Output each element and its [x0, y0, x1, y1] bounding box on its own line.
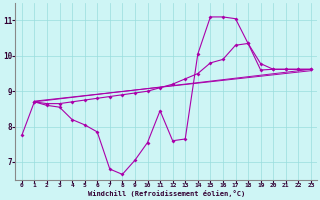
- X-axis label: Windchill (Refroidissement éolien,°C): Windchill (Refroidissement éolien,°C): [88, 190, 245, 197]
